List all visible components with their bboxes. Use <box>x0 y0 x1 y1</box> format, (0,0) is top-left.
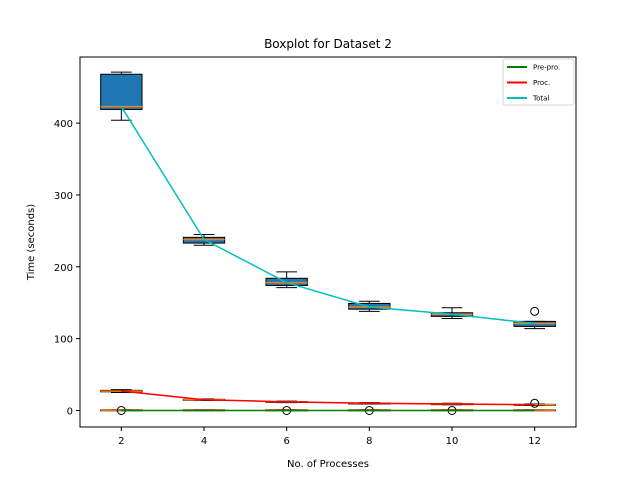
axes-frame <box>79 56 577 428</box>
x-axis: 2 4 6 8 10 12 <box>118 427 541 447</box>
y-tick-label: 300 <box>54 191 73 202</box>
y-tick-label: 100 <box>54 335 73 346</box>
plot-background <box>80 57 576 427</box>
box <box>100 73 143 110</box>
y-tick-label: 400 <box>54 119 73 130</box>
legend-label: Total <box>532 95 549 103</box>
y-tick-label: 0 <box>67 406 73 417</box>
legend-frame <box>502 58 575 106</box>
y-axis: 0 100 200 300 400 <box>54 119 80 417</box>
x-axis-label: No. of Processes <box>287 459 369 470</box>
x-tick-label: 2 <box>118 436 124 447</box>
flier-point <box>530 398 540 408</box>
y-tick-label: 200 <box>54 263 73 274</box>
series-line-total <box>120 106 535 325</box>
chart-title: Boxplot for Dataset 2 <box>264 37 392 51</box>
x-tick-label: 4 <box>201 436 207 447</box>
x-tick-label: 10 <box>446 436 459 447</box>
x-tick-label: 6 <box>283 436 289 447</box>
series-line-proc <box>121 390 535 406</box>
flier-point <box>530 306 540 316</box>
legend-label: Pre-pro. <box>533 64 560 72</box>
legend: Pre-pro. Proc. Total <box>502 58 575 106</box>
plot-area <box>79 56 577 428</box>
x-tick-label: 8 <box>366 436 372 447</box>
lines-layer <box>120 106 535 412</box>
legend-label: Proc. <box>533 79 550 87</box>
x-tick-label: 12 <box>528 436 541 447</box>
y-axis-label: Time (seconds) <box>26 204 37 281</box>
